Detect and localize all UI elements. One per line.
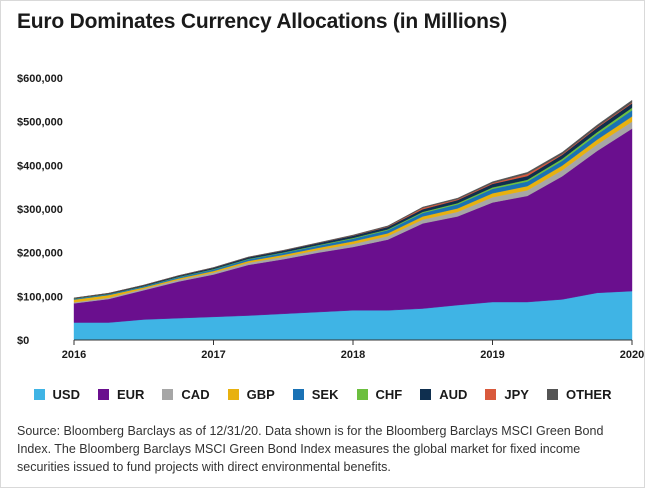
legend-swatch	[356, 388, 368, 400]
y-tick-label: $400,000	[17, 160, 63, 172]
legend-label: USD	[52, 386, 80, 402]
legend-item-jpy: JPY	[485, 387, 529, 402]
y-axis: $0 $100,000 $200,000 $300,000 $400,000 $500,0…	[17, 73, 63, 347]
y-tick-label: $500,000	[17, 117, 63, 129]
area-layer	[73, 99, 633, 341]
legend-label: EUR	[116, 386, 145, 402]
legend-label: JPY	[504, 386, 529, 402]
legend-item-chf: CHF	[356, 386, 403, 402]
legend-swatch	[420, 388, 432, 400]
y-tick-label: $100,000	[17, 291, 63, 303]
x-tick-label: 2017	[201, 349, 225, 361]
y-tick-label: $0	[17, 335, 29, 347]
legend-swatch	[292, 388, 304, 400]
chart-legend: USD EUR CAD GBP SEK CHF AUD JPY OTHER	[0, 384, 645, 404]
legend-swatch	[162, 388, 174, 400]
legend-item-usd: USD	[33, 386, 80, 402]
legend-label: AUD	[439, 386, 468, 402]
chart-canvas: $0 $100,000 $200,000 $300,000 $400,000 $500,0…	[17, 73, 644, 361]
legend-item-cad: CAD	[162, 386, 210, 402]
legend-label: CHF	[375, 386, 403, 402]
legend-swatch	[546, 388, 558, 400]
y-tick-label: $200,000	[17, 248, 63, 260]
y-tick-label: $300,000	[17, 204, 63, 216]
x-tick-label: 2019	[480, 349, 504, 361]
legend-item-eur: EUR	[97, 386, 145, 402]
legend-swatch	[485, 388, 497, 400]
x-tick-label: 2016	[62, 349, 86, 361]
legend-swatch	[97, 388, 109, 400]
x-axis: 2016 2017 2018 2019 2020	[62, 339, 644, 361]
legend-item-sek: SEK	[292, 386, 339, 402]
legend-swatch	[33, 388, 45, 400]
legend-item-aud: AUD	[420, 387, 467, 402]
chart-title: Euro Dominates Currency Allocations (in …	[17, 10, 507, 33]
legend-label: CAD	[181, 386, 210, 402]
y-tick-label: $600,000	[17, 73, 63, 85]
source-note: Source: Bloomberg Barclays as of 12/31/2…	[17, 424, 604, 474]
x-tick-label: 2020	[620, 349, 644, 361]
x-tick-label: 2018	[341, 349, 365, 361]
legend-label: SEK	[311, 386, 339, 402]
legend-item-other: OTHER	[546, 386, 612, 402]
legend-label: GBP	[246, 386, 275, 402]
area-other	[73, 99, 633, 299]
legend-swatch	[227, 388, 239, 400]
area-eur	[73, 128, 633, 323]
legend-label: OTHER	[565, 386, 612, 402]
legend-item-gbp: GBP	[227, 386, 275, 402]
